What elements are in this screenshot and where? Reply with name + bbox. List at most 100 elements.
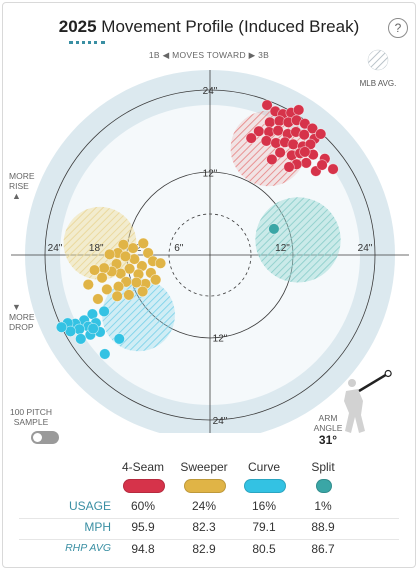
split-usage-value: 1% [314,499,332,513]
sweeper-pitch-point[interactable] [137,285,149,298]
4-seam-pitch-point[interactable] [283,161,295,173]
up-triangle-icon: ▲ [12,191,21,201]
row-label-rhp-avg: RHP AVG [65,542,111,554]
ring-label-top: 24" [203,86,218,97]
4-seam-pitch-point[interactable] [316,159,328,171]
4-seam-pitch-point[interactable] [272,124,284,137]
sweeper-rhp-avg-value: 82.9 [192,542,216,556]
arm-angle-figure [344,369,392,433]
4-seam-pitch-point[interactable] [293,104,305,116]
sweeper-usage-value: 24% [191,499,217,513]
moves-right-label: 3B [258,50,270,60]
sweeper-pitch-point[interactable] [92,293,104,305]
mlb-avg-legend: MLB AVG. [360,49,397,88]
split-legend-pill[interactable] [316,479,332,493]
curve-pitch-point[interactable] [113,333,125,345]
sweeper-legend-pill[interactable] [184,479,226,493]
sweeper-pitch-point[interactable] [119,250,132,262]
sweeper-pitch-point[interactable] [130,276,143,289]
curve-pitch-point[interactable] [55,321,68,333]
curve-usage-value: 16% [251,499,277,513]
sweeper-pitch-point[interactable] [101,283,113,295]
sweeper-pitch-point[interactable] [137,237,149,249]
split-pitch-point[interactable] [268,223,280,235]
pitcher-body-icon [344,389,365,433]
sweeper-pitch-point[interactable] [142,247,154,259]
mlb-avg-legend-label: MLB AVG. [360,79,397,88]
4-seam-legend-pill[interactable] [123,479,165,493]
4-seam-rhp-avg-value: 94.8 [131,542,155,556]
4-seam-pitch-point[interactable] [264,116,276,128]
curve-pitch-point[interactable] [98,305,110,317]
curve-pitch-point[interactable] [75,333,87,345]
arm-angle-ball-icon [384,369,392,378]
title-year[interactable]: 2025 [58,17,97,36]
sweeper-pitch-point[interactable] [82,278,94,291]
arm-angle-value: 31° [318,433,338,447]
ring-label-left: 6" [174,243,184,254]
sweeper-pitch-point[interactable] [88,264,101,276]
4-seam-pitch-point[interactable] [327,163,339,175]
pitch-sample-label: 100 PITCH SAMPLE [9,407,53,427]
ring-label-right: 12" [275,243,290,254]
row-label-mph: MPH [84,520,111,534]
sweeper-pitch-point[interactable] [150,274,162,286]
moves-left-label: 1B [148,50,160,60]
curve-pitch-point[interactable] [87,322,99,335]
curve-mph-value: 79.1 [252,520,276,534]
toggle-knob [33,433,42,442]
4-seam-pitch-point[interactable] [304,138,316,150]
sweeper-pitch-point[interactable] [98,262,110,274]
title-text: Movement Profile (Induced Break) [101,17,360,36]
arm-angle-label: ARM ANGLE 31° [311,413,345,447]
ring-label-bottom: 24" [213,416,228,427]
more-rise-label: MORE RISE ▲ [9,171,35,201]
split-mlb-avg-hatch [255,197,341,283]
ring-label-bottom: 12" [213,334,228,345]
curve-rhp-avg-value: 80.5 [252,542,276,556]
sweeper-mph-value: 82.3 [192,520,216,534]
4-seam-legend-label: 4-Seam [121,460,165,474]
sweeper-pitch-point[interactable] [111,290,123,302]
sweeper-pitch-point[interactable] [123,263,136,275]
split-mph-value: 88.9 [311,520,335,534]
mlb-avg-legend-icon [367,49,389,71]
page-title: 2025 Movement Profile (Induced Break) [3,17,415,37]
sweeper-pitch-point[interactable] [154,257,167,269]
4-seam-pitch-point[interactable] [260,135,272,147]
4-seam-pitch-point[interactable] [287,138,299,150]
help-icon[interactable]: ? [388,18,408,38]
4-seam-pitch-point[interactable] [299,146,311,158]
4-seam-pitch-point[interactable] [245,132,257,144]
split-legend-label: Split [311,460,335,474]
4-seam-pitch-point[interactable] [274,146,286,159]
curve-pitch-point[interactable] [99,348,111,360]
4-seam-pitch-point[interactable] [298,129,310,141]
row-label-usage: USAGE [68,499,111,513]
table-row-divider [19,539,399,540]
4-seam-pitch-point[interactable] [266,153,278,166]
4-seam-mph-value: 95.9 [131,520,155,534]
sweeper-pitch-point[interactable] [104,248,116,260]
movement-chart: 24"12"12"24"24"18"12"6"12"24" MLB AVG. [11,49,409,433]
sweeper-pitch-point[interactable] [112,281,125,293]
4-seam-pitch-point[interactable] [315,128,327,140]
moves-middle-label: MOVES TOWARD [172,50,246,60]
sweeper-pitch-point[interactable] [96,272,108,284]
sweeper-legend-label: Sweeper [180,460,228,474]
pitch-sample-toggle[interactable] [31,431,59,444]
4-seam-usage-value: 60% [130,499,156,513]
down-triangle-icon: ▼ [12,302,21,312]
split-rhp-avg-value: 86.7 [311,542,335,556]
sweeper-pitch-point[interactable] [117,239,129,251]
sweeper-pitch-point[interactable] [123,289,135,301]
ring-label-right: 24" [358,243,373,254]
curve-legend-pill[interactable] [244,479,286,493]
4-seam-pitch-point[interactable] [261,99,273,111]
sweeper-pitch-point[interactable] [127,242,139,254]
4-seam-pitch-point[interactable] [300,157,312,169]
ring-label-left: 24" [48,243,63,254]
right-arrow-icon: ▶ [248,50,256,60]
ring-label-top: 12" [203,169,218,180]
